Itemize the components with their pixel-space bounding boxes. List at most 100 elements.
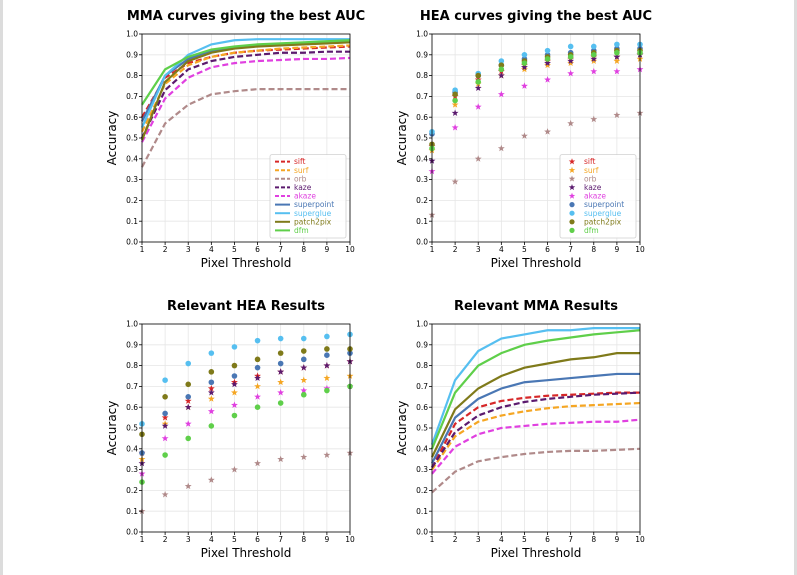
y-tick-label: 1.0 xyxy=(416,30,428,39)
x-tick-label: 5 xyxy=(232,535,237,544)
point-surf xyxy=(567,59,575,67)
x-tick-label: 2 xyxy=(163,245,168,254)
y-tick-label: 0.7 xyxy=(416,92,428,101)
x-axis-label: Pixel Threshold xyxy=(201,256,292,270)
point-superglue xyxy=(590,43,597,50)
y-tick-label: 0.6 xyxy=(416,113,428,122)
y-tick-label: 0.2 xyxy=(126,196,138,205)
point-superglue xyxy=(521,52,528,58)
legend-swatch-orb xyxy=(568,175,576,182)
x-tick-label: 6 xyxy=(545,245,550,254)
x-tick-label: 5 xyxy=(522,535,527,544)
point-surf xyxy=(590,57,598,64)
legend: siftsurforbkazeakazesuperpointsupergluep… xyxy=(269,154,347,239)
point-orb xyxy=(613,111,621,119)
x-tick-label: 3 xyxy=(186,535,191,544)
y-tick-label: 0.3 xyxy=(416,175,428,184)
legend-label-superpoint: superpoint xyxy=(584,200,624,209)
y-tick-label: 0.4 xyxy=(126,444,138,453)
point-superglue xyxy=(452,87,458,93)
series-line-orb xyxy=(431,447,641,494)
y-tick-label: 0.3 xyxy=(126,465,138,474)
legend-label-surf: surf xyxy=(294,166,309,175)
legend-box xyxy=(269,154,347,239)
x-axis-label: Pixel Threshold xyxy=(491,256,582,270)
series-line-akaze xyxy=(141,56,351,143)
point-akaze xyxy=(613,67,621,75)
x-tick-label: 4 xyxy=(499,535,504,544)
y-axis-label: Accuracy xyxy=(105,401,119,456)
legend-label-surf: surf xyxy=(584,166,599,175)
y-tick-label: 0.1 xyxy=(416,507,428,516)
point-kaze xyxy=(613,53,621,60)
x-tick-label: 2 xyxy=(453,245,458,254)
series-line-kaze xyxy=(431,391,641,469)
point-surf xyxy=(231,389,238,396)
legend-swatch-superpoint xyxy=(569,202,575,208)
series-patch2pix xyxy=(140,41,351,141)
point-dfm xyxy=(254,404,261,411)
x-tick-label: 8 xyxy=(301,245,306,254)
legend-label-superglue: superglue xyxy=(584,209,622,218)
point-orb xyxy=(231,466,238,473)
legend-label-kaze: kaze xyxy=(294,183,312,192)
y-tick-label: 0.6 xyxy=(416,403,428,412)
series-line-superpoint xyxy=(431,372,640,464)
series-superglue xyxy=(139,331,353,427)
x-tick-label: 2 xyxy=(453,535,458,544)
point-dfm xyxy=(614,49,620,56)
legend-swatch-kaze xyxy=(568,184,576,191)
point-orb xyxy=(184,482,192,490)
legend-label-superpoint: superpoint xyxy=(294,200,334,209)
x-axis-label: Pixel Threshold xyxy=(491,546,582,560)
y-tick-label: 1.0 xyxy=(126,320,138,329)
point-superpoint xyxy=(277,360,284,367)
point-kaze xyxy=(277,368,285,375)
y-tick-label: 0.2 xyxy=(416,486,428,495)
point-surf xyxy=(207,395,215,402)
x-axis-label: Pixel Threshold xyxy=(201,546,292,560)
point-superglue xyxy=(567,43,574,50)
series-line-dfm xyxy=(141,39,351,106)
point-patch2pix xyxy=(254,356,261,363)
x-tick-label: 9 xyxy=(614,535,619,544)
point-akaze xyxy=(451,124,459,131)
x-tick-label: 7 xyxy=(278,535,283,544)
series-orb xyxy=(431,447,641,494)
point-dfm xyxy=(208,423,215,429)
point-superpoint xyxy=(208,379,215,386)
point-kaze xyxy=(497,72,505,79)
point-sift xyxy=(184,397,192,404)
series-superglue xyxy=(429,41,643,135)
x-tick-label: 10 xyxy=(345,245,355,254)
point-akaze xyxy=(254,393,261,400)
y-tick-label: 0.5 xyxy=(416,424,428,433)
point-superglue xyxy=(185,360,192,367)
point-kaze xyxy=(207,389,215,396)
legend-label-superglue: superglue xyxy=(294,209,332,218)
point-kaze xyxy=(161,422,169,429)
series-akaze xyxy=(138,382,354,477)
series-line-patch2pix xyxy=(431,352,640,458)
point-superglue xyxy=(544,47,551,54)
x-tick-label: 4 xyxy=(209,245,214,254)
point-orb xyxy=(207,476,215,483)
point-patch2pix xyxy=(475,72,482,79)
point-akaze xyxy=(544,76,551,83)
x-tick-label: 8 xyxy=(301,535,306,544)
series-line-patch2pix xyxy=(140,41,351,141)
chart-panel-4: 0.0 0.1 0.2 0.3 0.4 0.5 0.6 0.7 0.8 0.9 1.0 1 2 3 4 5 6 7… xyxy=(395,299,645,560)
y-tick-label: 1.0 xyxy=(126,30,138,39)
point-superglue xyxy=(254,337,261,344)
point-patch2pix xyxy=(277,350,284,356)
point-orb xyxy=(497,144,505,152)
series-line-orb xyxy=(141,88,350,168)
point-superglue xyxy=(324,333,330,340)
point-kaze xyxy=(231,380,238,388)
chart-title: HEA curves giving the best AUC xyxy=(420,9,652,24)
point-superpoint xyxy=(185,394,192,400)
legend-label-sift: sift xyxy=(584,157,595,166)
x-tick-label: 1 xyxy=(430,245,435,254)
series-kaze xyxy=(141,50,350,139)
point-superglue xyxy=(300,335,307,342)
